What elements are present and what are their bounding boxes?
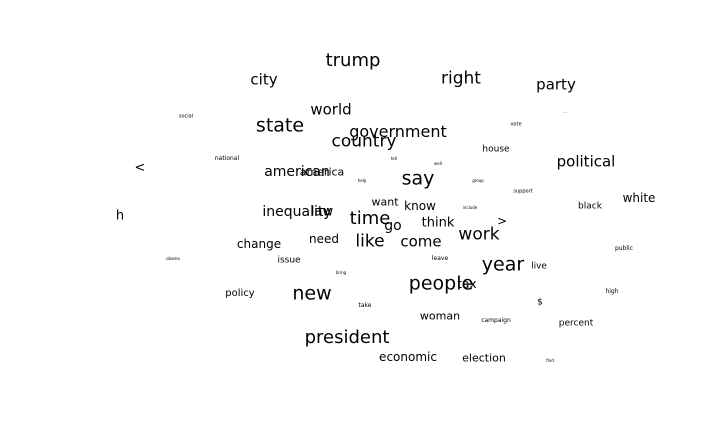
word-live: live [531,261,547,272]
word-inequality: inequality [262,204,332,220]
word-law: law [310,204,334,220]
word-tax: tax [457,277,477,291]
word-well: well [434,161,442,166]
word-white: white [622,191,656,205]
word-american: american [264,164,330,180]
word-like: like [355,231,385,252]
word-house: house [482,144,510,155]
word-say: say [401,167,435,190]
word-time: time [349,208,391,229]
word-high: high [605,288,619,295]
word-include: include [462,205,478,210]
word-obama: obama [166,256,180,261]
word-think: think [421,215,455,231]
word-trump: trump [325,50,381,71]
word-year: year [481,253,525,276]
word-vote: vote [510,121,522,128]
word-woman: woman [419,309,461,323]
word-h: h [115,208,125,224]
word-support: support [513,188,533,195]
word-public: public [614,245,634,252]
word-leave: leave [431,255,449,262]
word-policy: policy [225,288,255,299]
word-new: new [292,282,332,305]
word-state: state [255,114,305,137]
word-percent: percent [558,318,594,329]
word-government: government [349,122,447,141]
word-greater-than: > [496,214,508,228]
word-right: right [441,68,481,89]
word-change: change [236,237,282,251]
word-black: black [578,201,602,212]
word-work: work [458,224,500,245]
word-issue: issue [277,255,301,266]
word-people: people [408,272,474,295]
word-political: political [556,152,616,171]
word-country: country [331,131,397,152]
word-help: help [357,178,367,183]
word-city: city [250,70,278,89]
word-campaign: campaign [481,317,511,324]
word-election: election [462,351,506,365]
word-dollar: $ [537,297,543,308]
word-need: need [309,232,339,246]
word-less-than: < [134,160,146,176]
word-party: party [536,75,576,94]
word-group: group [472,178,484,183]
word-bring: bring [335,270,347,275]
word-come: come [400,232,442,251]
word-want: want [371,195,399,209]
word-president: president [304,327,390,348]
word-tell: tell [390,156,398,161]
word-social: social [178,113,194,120]
word-take: take [358,302,372,309]
word-go: go [384,218,402,234]
word-national: national [214,155,240,162]
word-america: america [299,165,345,179]
word-find: find [546,358,554,363]
word-economic: economic [379,350,437,364]
word-world: world [310,100,352,119]
word-ellipsis: ... [563,109,567,114]
word-know: know [404,199,436,213]
